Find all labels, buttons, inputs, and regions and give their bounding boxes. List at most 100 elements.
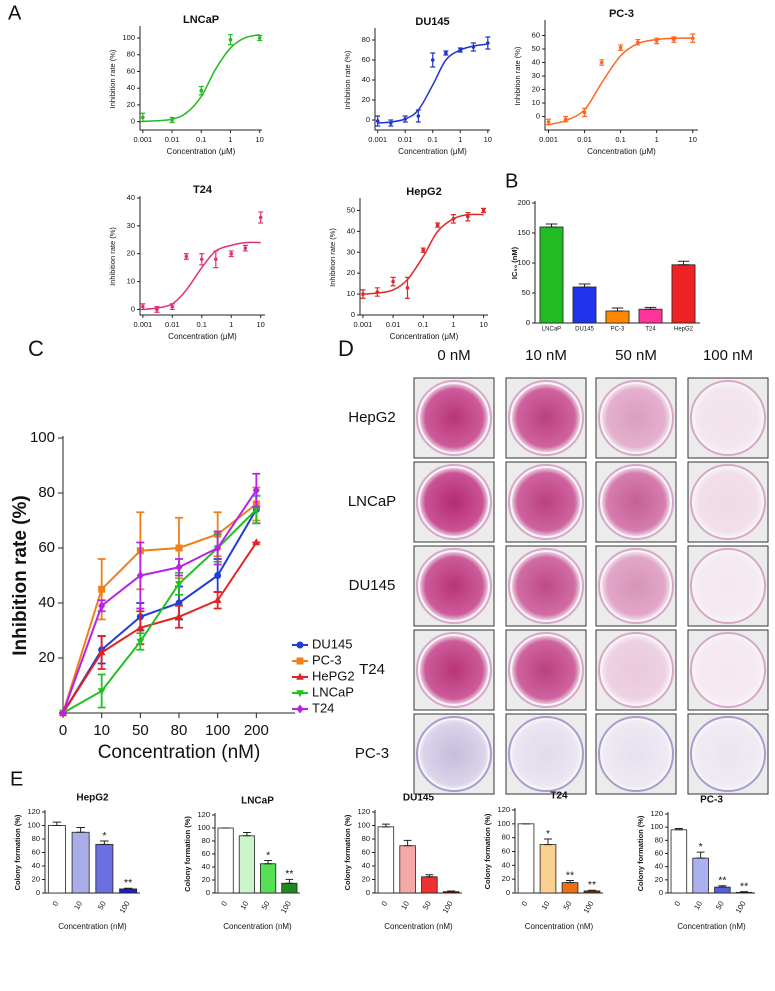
- x-tick-label: 100: [205, 722, 230, 739]
- data-point: [141, 115, 145, 120]
- y-tick-label: 40: [362, 861, 370, 870]
- x-axis-label: Concentration (nM): [677, 922, 746, 931]
- data-point: [486, 41, 490, 45]
- y-tick-label: 40: [32, 861, 40, 870]
- colonies: [602, 636, 670, 704]
- colonies: [602, 720, 670, 788]
- x-tick-label: 0: [520, 899, 530, 907]
- y-axis-label: Inhibition rate (%): [10, 495, 31, 655]
- y-axis-label: IC₅₀ (nM): [510, 246, 519, 279]
- marker: [175, 544, 183, 552]
- y-tick-label: 100: [27, 820, 40, 829]
- y-tick-label: 40: [655, 862, 663, 871]
- y-axis-label: Colony formation (%): [636, 815, 645, 891]
- chart-title: LNCaP: [183, 14, 219, 26]
- x-tick-label: 10: [484, 135, 492, 144]
- bar: [692, 857, 709, 894]
- y-tick-label: 10: [347, 289, 355, 298]
- marker: [213, 596, 222, 604]
- x-tick-label: 50: [561, 899, 573, 911]
- x-tick-label: 0.001: [539, 135, 558, 144]
- y-tick-label: 20: [127, 249, 135, 258]
- error-bar: [76, 827, 85, 833]
- data-point: [416, 114, 421, 118]
- error-bar: [243, 832, 251, 837]
- chart-title: LNCaP: [241, 796, 274, 807]
- marker: [296, 657, 304, 665]
- data-point: [466, 214, 470, 219]
- y-tick-label: 60: [127, 66, 135, 75]
- x-tick-label: 1: [228, 135, 232, 144]
- y-tick-label: 120: [197, 810, 210, 819]
- row-label: HepG2: [348, 409, 396, 426]
- error-bar: [264, 860, 272, 865]
- significance: *: [699, 841, 703, 853]
- x-axis-label: Concentration (μM): [390, 332, 459, 341]
- y-axis-label: Inhibition rate (%): [513, 46, 522, 105]
- x-axis-label: Concentration (μM): [168, 332, 237, 341]
- y-tick-label: 0: [536, 111, 540, 120]
- marker: [252, 485, 260, 495]
- y-tick-label: 60: [362, 847, 370, 856]
- marker: [296, 704, 304, 714]
- error-bar: [740, 891, 749, 893]
- x-tick-label: 50: [96, 899, 108, 911]
- axes: [139, 26, 262, 131]
- error-bar: [578, 283, 591, 288]
- fit-curve: [142, 241, 261, 311]
- y-tick-label: 20: [38, 649, 55, 666]
- marker: [252, 506, 261, 514]
- data-point: [546, 120, 551, 124]
- x-tick-label: 10: [692, 899, 704, 911]
- y-tick-label: 80: [655, 835, 663, 844]
- x-tick-label: 0.1: [428, 135, 438, 144]
- data-point: [214, 257, 218, 262]
- chart-title: T24: [550, 791, 568, 802]
- x-tick-label: 50: [260, 899, 272, 911]
- significance: **: [124, 877, 132, 889]
- y-tick-label: 120: [27, 807, 40, 816]
- x-axis-label: Concentration (nM): [58, 922, 127, 931]
- x-axis-label: Concentration (nM): [223, 922, 292, 931]
- y-tick-label: 100: [30, 429, 55, 446]
- data-point: [391, 279, 395, 284]
- significance: *: [266, 849, 270, 861]
- x-tick-label: 0.01: [165, 320, 180, 329]
- marker: [214, 543, 222, 553]
- significance: **: [740, 880, 748, 892]
- y-tick-label: 10: [127, 277, 135, 286]
- error-bar: [425, 874, 434, 878]
- x-tick-label: 100: [441, 899, 455, 914]
- data-point: [229, 251, 234, 256]
- bar: [399, 845, 416, 894]
- data-point: [141, 304, 145, 309]
- x-tick-label: 0.01: [577, 135, 592, 144]
- x-axis-label: Concentration (nM): [98, 742, 261, 763]
- error-bar: [677, 260, 690, 266]
- panel-label: A: [8, 2, 22, 24]
- error-bar: [544, 838, 552, 846]
- data-point: [243, 246, 248, 250]
- colonies: [420, 636, 488, 704]
- x-tick-label: PC-3: [611, 327, 625, 333]
- x-tick-label: 0: [59, 722, 67, 739]
- y-axis-label: Colony formation (%): [483, 813, 492, 889]
- x-tick-label: 0: [219, 899, 229, 907]
- column-header: 50 nM: [615, 347, 657, 364]
- data-point: [582, 110, 587, 115]
- error-bar: [52, 821, 62, 826]
- data-point: [481, 208, 486, 213]
- x-tick-label: 10: [256, 135, 264, 144]
- y-tick-label: 40: [502, 860, 510, 869]
- y-tick-label: 30: [347, 247, 355, 256]
- y-tick-label: 40: [362, 75, 370, 84]
- data-point: [421, 248, 426, 252]
- column-header: 100 nM: [703, 347, 753, 364]
- x-tick-label: 100: [734, 899, 748, 914]
- fit-curve: [362, 213, 484, 295]
- x-tick-label: LNCaP: [542, 327, 561, 333]
- y-tick-label: 60: [32, 847, 40, 856]
- x-tick-label: 80: [171, 722, 188, 739]
- y-tick-label: 40: [202, 862, 210, 871]
